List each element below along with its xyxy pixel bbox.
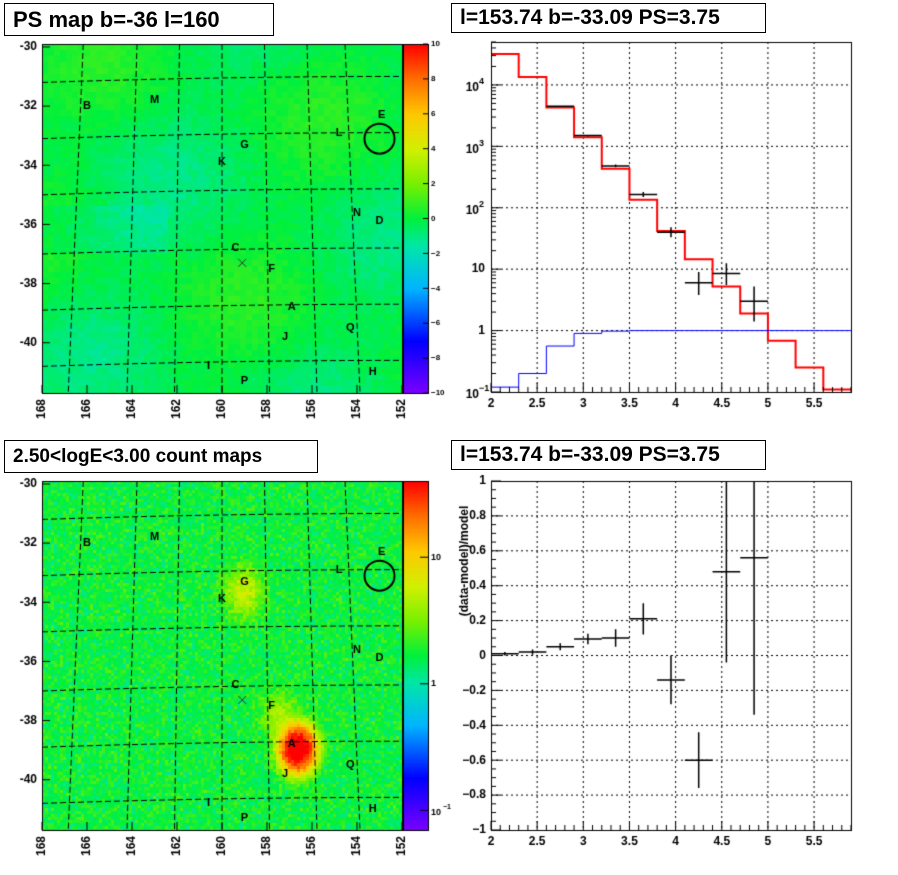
ps-map-title: PS map b=-36 l=160 [4, 3, 274, 36]
residual-title: l=153.74 b=-33.09 PS=3.75 [451, 440, 766, 470]
spectrum-title: l=153.74 b=-33.09 PS=3.75 [451, 3, 766, 33]
count-map-title: 2.50<logE<3.00 count maps [4, 440, 318, 473]
